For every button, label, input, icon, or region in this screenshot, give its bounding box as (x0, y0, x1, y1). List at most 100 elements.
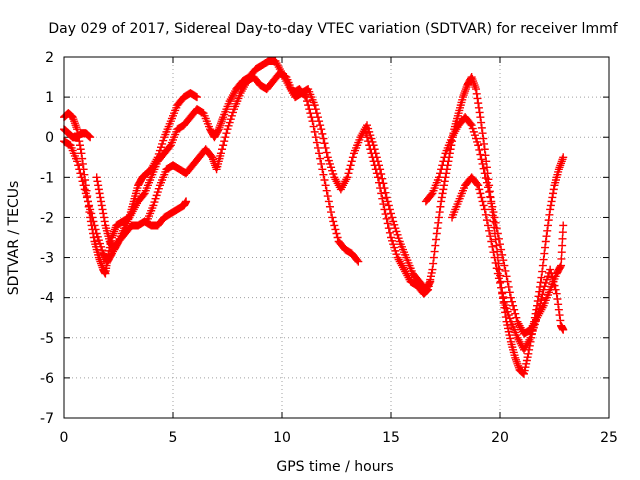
data-point (222, 129, 231, 138)
data-point (502, 272, 511, 281)
data-point (328, 213, 337, 222)
data-point (383, 219, 392, 228)
series-2 (60, 137, 191, 266)
data-point (309, 122, 318, 131)
data-point (373, 173, 382, 182)
data-point (547, 197, 556, 206)
data-point (503, 277, 512, 286)
data-point (384, 224, 393, 233)
data-point (484, 221, 493, 230)
data-point (320, 176, 329, 185)
data-point (78, 177, 87, 186)
y-tick-label: -7 (40, 411, 54, 427)
data-point (558, 241, 567, 250)
data-point (536, 299, 545, 308)
data-point (311, 133, 320, 142)
data-point (99, 213, 108, 222)
data-point (486, 232, 495, 241)
data-point (434, 213, 443, 222)
data-point (557, 261, 566, 270)
data-point (75, 141, 84, 150)
data-point (540, 249, 549, 258)
data-point (347, 157, 356, 166)
data-point (113, 238, 122, 247)
data-point (97, 201, 106, 210)
data-point (431, 241, 440, 250)
data-point (325, 202, 334, 211)
data-point (493, 229, 502, 238)
data-point (479, 201, 488, 210)
data-point (480, 169, 489, 178)
data-point (343, 173, 352, 182)
data-point (539, 255, 548, 264)
y-tick-label: -1 (40, 170, 54, 186)
data-point (474, 141, 483, 150)
data-point (480, 205, 489, 214)
data-point (316, 121, 325, 130)
data-point (491, 258, 500, 267)
data-points (60, 57, 568, 378)
data-point (550, 281, 559, 290)
y-tick-label: -5 (40, 331, 54, 347)
data-point (379, 200, 388, 209)
data-point (506, 293, 515, 302)
data-point (440, 181, 449, 190)
data-point (476, 189, 485, 198)
data-point (333, 233, 342, 242)
data-point (330, 221, 339, 230)
data-point (377, 189, 386, 198)
data-point (490, 253, 499, 262)
data-point (482, 216, 491, 225)
data-point (369, 157, 378, 166)
data-point (477, 123, 486, 132)
data-point (429, 259, 438, 268)
x-axis-label: GPS time / hours (276, 459, 393, 475)
data-point (96, 193, 105, 202)
data-point (218, 145, 227, 154)
data-point (99, 209, 108, 218)
x-tick-label: 5 (169, 430, 178, 446)
data-point (554, 305, 563, 314)
data-point (549, 189, 558, 198)
data-point (556, 316, 565, 325)
data-point (484, 183, 493, 192)
data-point (300, 91, 309, 100)
data-point (90, 221, 99, 230)
data-point (439, 185, 448, 194)
data-point (437, 197, 446, 206)
data-point (327, 208, 336, 217)
data-point (497, 245, 506, 254)
data-point (440, 153, 449, 162)
data-point (388, 213, 397, 222)
data-point (384, 201, 393, 210)
data-point (380, 205, 389, 214)
data-point (89, 217, 98, 226)
data-point (219, 141, 228, 150)
data-point (83, 197, 92, 206)
y-tick-label: -3 (40, 251, 54, 267)
data-point (474, 99, 483, 108)
data-point (79, 181, 88, 190)
data-point (375, 178, 384, 187)
data-point (100, 217, 109, 226)
data-point (316, 154, 325, 163)
y-tick-label: 1 (45, 90, 54, 106)
data-point (366, 145, 375, 154)
data-point (92, 173, 101, 182)
data-point (546, 205, 555, 214)
data-point (313, 143, 322, 152)
data-point (490, 213, 499, 222)
data-point (306, 109, 315, 118)
data-point (317, 125, 326, 134)
data-point (432, 229, 441, 238)
data-point (323, 192, 332, 201)
data-point (476, 113, 485, 122)
data-point (548, 193, 557, 202)
data-point (486, 192, 495, 201)
data-point (427, 190, 436, 199)
data-point (543, 226, 552, 235)
y-tick-label: 2 (45, 50, 54, 66)
data-point (479, 134, 488, 143)
data-point (73, 157, 82, 166)
data-point (94, 181, 103, 190)
